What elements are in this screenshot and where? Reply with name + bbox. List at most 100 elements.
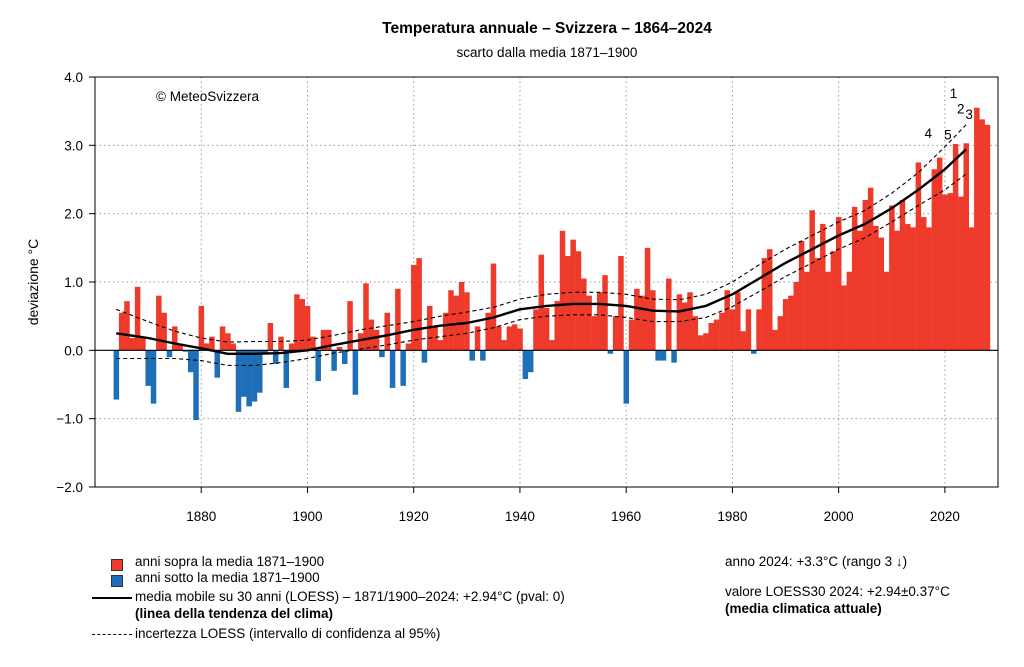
bar-year <box>979 119 985 351</box>
bar-year <box>756 309 762 351</box>
bar-year <box>687 292 693 351</box>
bar-year <box>140 336 146 351</box>
rank-label: 4 <box>925 126 933 141</box>
bar-year <box>458 282 465 351</box>
bar-year <box>267 323 274 351</box>
trend-line-group <box>116 148 967 355</box>
legend-trend-bold: (linea della tendenza del clima) <box>135 606 334 621</box>
x-tick-label: 1940 <box>505 509 535 524</box>
y-axis-label: deviazione °C <box>25 239 41 326</box>
bar-year <box>894 230 900 351</box>
bar-year <box>235 350 242 412</box>
bar-year <box>772 329 778 351</box>
bar-year <box>915 162 922 351</box>
bar-year <box>761 258 768 351</box>
bar-year <box>193 350 199 421</box>
rank-labels: 12 3 4 5 <box>925 86 973 143</box>
bar-year <box>469 350 475 361</box>
y-ticks: −2.0 −1.0 0.0 1.0 2.0 3.0 4.0 <box>56 70 95 495</box>
bar-year <box>517 328 523 351</box>
x-ticks: 1880 1900 1920 1940 1960 1980 2000 2020 <box>186 487 960 524</box>
bar-year <box>952 143 959 351</box>
bar-year <box>166 350 173 358</box>
bar-year <box>156 295 162 351</box>
bar-year <box>134 286 141 351</box>
bar-year <box>118 312 125 351</box>
x-tick-label: 1900 <box>292 509 322 524</box>
bar-year <box>729 309 736 351</box>
bar-year <box>947 193 954 351</box>
bar-year <box>920 217 927 351</box>
bar-year <box>766 249 773 351</box>
bar-year <box>283 350 290 388</box>
bar-year <box>825 271 831 351</box>
bar-year <box>257 350 263 393</box>
bar-year <box>543 307 550 351</box>
bar-year <box>867 187 874 351</box>
bar-year <box>798 241 805 351</box>
bar-year <box>862 200 869 351</box>
x-tick-label: 2000 <box>824 509 854 524</box>
bar-year <box>926 227 932 351</box>
bar-year <box>177 343 183 351</box>
legend-above: anni sopra la media 1871–1900 <box>135 554 325 569</box>
bar-year <box>618 256 624 351</box>
bar-year <box>846 271 853 351</box>
bars <box>113 107 991 421</box>
bar-year <box>405 343 412 351</box>
bar-year <box>384 312 391 351</box>
bar-year <box>464 292 470 351</box>
bar-year <box>347 301 353 351</box>
bar-year <box>533 309 539 351</box>
bar-year <box>660 350 667 361</box>
bar-year <box>650 290 656 351</box>
bar-year <box>814 258 821 351</box>
bar-year <box>899 200 906 351</box>
bar-year <box>612 316 619 351</box>
bar-year <box>873 225 879 351</box>
bar-year <box>230 343 236 351</box>
bar-year <box>554 301 560 351</box>
bar-year <box>501 340 507 351</box>
bar-year <box>421 350 428 363</box>
bar-year <box>830 251 837 351</box>
bar-year <box>320 329 327 351</box>
bar-year <box>304 305 311 351</box>
bar-year <box>984 124 991 351</box>
bar-year <box>602 275 608 351</box>
bar-year <box>219 326 226 351</box>
bar-year <box>379 350 385 358</box>
bar-year <box>719 312 725 351</box>
uncertainty-bands <box>116 124 967 366</box>
bar-year <box>676 294 683 351</box>
bar-year <box>182 350 189 352</box>
bar-year <box>878 237 884 351</box>
bar-year <box>331 350 337 371</box>
bar-year <box>485 312 491 351</box>
bar-year <box>363 283 369 351</box>
lower-confidence-line <box>116 173 967 366</box>
bar-year <box>225 333 231 351</box>
bar-year <box>251 350 258 402</box>
rank-label: 3 <box>965 107 973 122</box>
bar-year <box>538 254 545 351</box>
legend-uncertainty-key <box>92 634 132 635</box>
bar-year <box>209 336 215 351</box>
bar-year <box>145 350 151 386</box>
x-tick-label: 1920 <box>399 509 429 524</box>
bar-year <box>644 247 651 351</box>
bar-year <box>357 333 364 351</box>
bar-year <box>341 350 348 364</box>
bar-year <box>910 227 916 351</box>
bar-year <box>198 305 205 351</box>
bar-year <box>161 312 167 351</box>
bar-year <box>113 350 120 400</box>
x-tick-label: 1880 <box>186 509 216 524</box>
x-tick-label: 2020 <box>930 509 960 524</box>
y-tick-label: 0.0 <box>64 343 83 358</box>
rank-label: 5 <box>944 127 952 142</box>
bar-year <box>203 343 210 351</box>
bar-year <box>740 331 746 351</box>
bar-year <box>522 350 529 380</box>
legend-swatch-above <box>111 559 123 571</box>
